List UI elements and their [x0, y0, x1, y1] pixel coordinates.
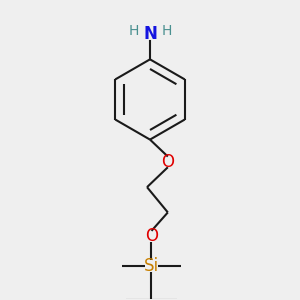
Text: H: H: [128, 24, 139, 38]
Text: Si: Si: [144, 257, 159, 275]
Text: O: O: [145, 227, 158, 245]
Text: N: N: [143, 25, 157, 43]
Text: O: O: [161, 153, 174, 171]
Text: H: H: [161, 24, 172, 38]
